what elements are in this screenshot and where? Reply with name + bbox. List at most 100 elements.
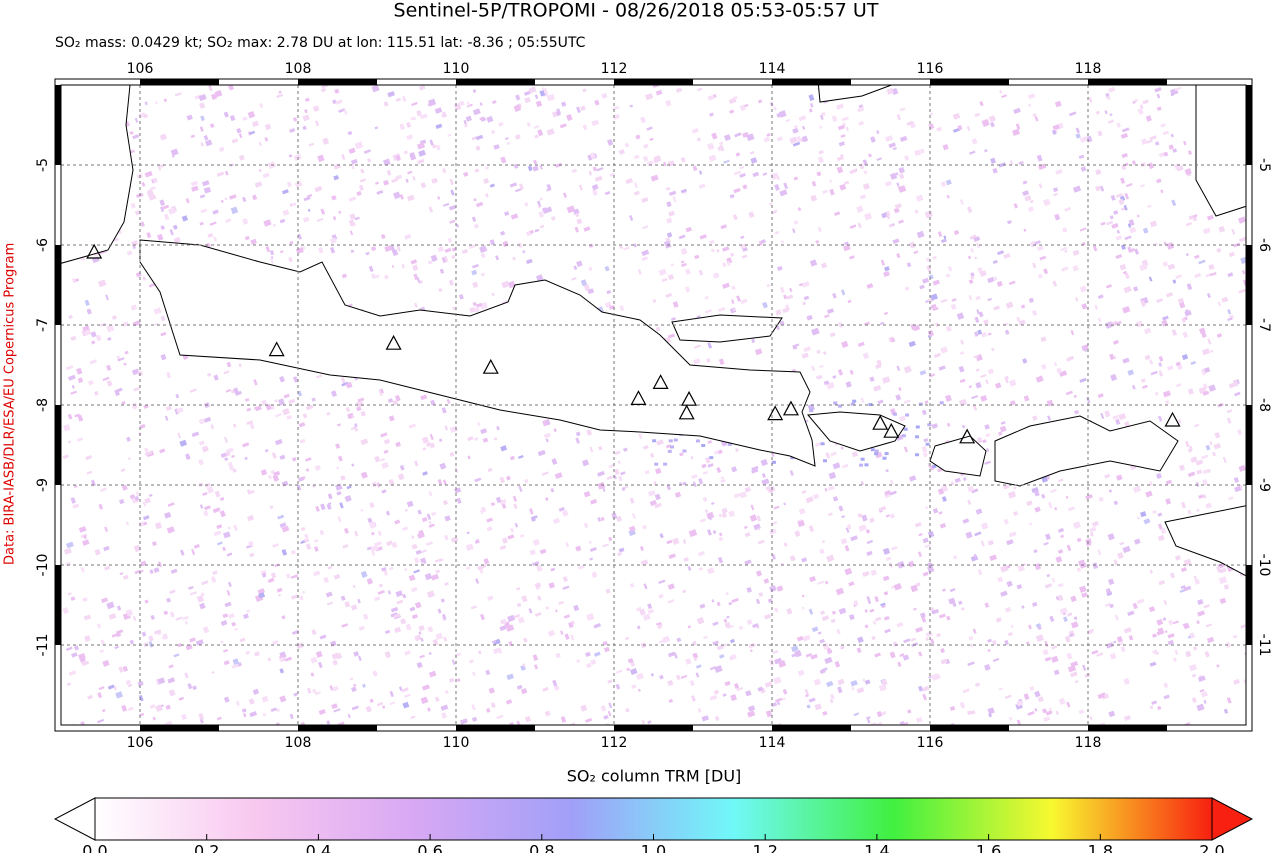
speckle: [203, 186, 212, 194]
speckle: [146, 232, 152, 239]
speckle: [820, 610, 825, 616]
speckle: [972, 628, 977, 634]
speckle: [862, 182, 870, 190]
speckle: [712, 530, 717, 535]
speckle: [466, 531, 470, 535]
speckle: [539, 224, 545, 229]
speckle: [824, 580, 829, 585]
speckle: [775, 309, 782, 316]
frame-band: [1009, 725, 1088, 731]
speckle: [360, 508, 364, 512]
speckle: [396, 599, 404, 605]
speckle: [916, 230, 925, 239]
speckle: [1120, 646, 1126, 653]
speckle: [734, 132, 742, 138]
speckle: [977, 267, 983, 273]
speckle: [441, 407, 447, 414]
speckle: [326, 503, 332, 510]
speckle: [242, 116, 248, 121]
speckle: [843, 180, 850, 185]
speckle: [832, 292, 837, 299]
speckle: [182, 615, 189, 621]
speckle: [1109, 603, 1114, 609]
speckle: [919, 148, 925, 154]
speckle: [865, 529, 871, 534]
speckle: [1022, 180, 1028, 185]
speckle: [340, 475, 346, 481]
speckle: [713, 93, 717, 98]
speckle: [118, 666, 124, 673]
speckle: [1154, 87, 1162, 93]
speckle: [926, 265, 932, 272]
speckle: [893, 207, 900, 214]
speckle: [319, 634, 327, 640]
speckle: [708, 154, 717, 162]
speckle: [370, 549, 376, 556]
speckle: [796, 635, 804, 642]
speckle: [829, 188, 835, 196]
speckle: [650, 673, 654, 677]
speckle: [617, 552, 623, 557]
speckle: [589, 557, 594, 561]
speckle: [1205, 272, 1212, 278]
speckle: [680, 247, 688, 256]
speckle: [516, 602, 522, 608]
speckle: [766, 133, 771, 137]
speckle: [833, 401, 838, 405]
speckle: [558, 506, 565, 512]
speckle: [474, 168, 480, 173]
speckle: [1146, 139, 1153, 144]
speckle: [696, 616, 705, 625]
speckle: [363, 149, 371, 154]
speckle: [687, 565, 692, 571]
speckle: [999, 89, 1003, 94]
speckle: [384, 245, 393, 253]
speckle: [583, 490, 591, 498]
speckle: [878, 505, 887, 512]
speckle: [829, 332, 836, 338]
speckle: [336, 466, 340, 470]
speckle: [1057, 527, 1065, 533]
speckle: [342, 544, 349, 549]
frame: [54, 78, 1253, 732]
speckle: [698, 269, 704, 276]
speckle: [490, 502, 496, 507]
speckle: [480, 117, 487, 122]
speckle: [1163, 241, 1167, 245]
speckle: [776, 136, 783, 142]
speckle: [1168, 619, 1174, 626]
speckle: [929, 112, 934, 116]
speckle: [898, 166, 905, 174]
speckle: [77, 414, 84, 422]
speckle: [537, 595, 542, 601]
speckle: [849, 255, 855, 260]
speckle: [201, 445, 209, 453]
speckle: [1052, 124, 1060, 131]
speckle: [246, 609, 251, 613]
speckle: [1208, 384, 1217, 392]
speckle: [910, 584, 918, 593]
speckle: [1097, 130, 1103, 137]
speckle: [509, 721, 514, 725]
speckle: [839, 183, 847, 191]
speckle: [1114, 614, 1119, 621]
speckle: [625, 177, 634, 185]
speckle: [441, 113, 448, 118]
speckle: [902, 654, 910, 661]
speckle: [142, 501, 147, 507]
speckle: [838, 505, 844, 512]
speckle: [155, 704, 163, 712]
speckle: [214, 490, 221, 498]
speckle: [979, 270, 987, 277]
speckle: [913, 250, 919, 255]
speckle: [1202, 227, 1211, 235]
speckle: [318, 246, 324, 254]
speckle: [311, 629, 317, 636]
speckle: [185, 453, 191, 460]
speckle: [105, 294, 110, 301]
speckle: [71, 385, 75, 389]
speckle: [410, 259, 418, 265]
speckle: [113, 686, 117, 691]
speckle: [402, 701, 410, 709]
speckle: [730, 252, 735, 257]
